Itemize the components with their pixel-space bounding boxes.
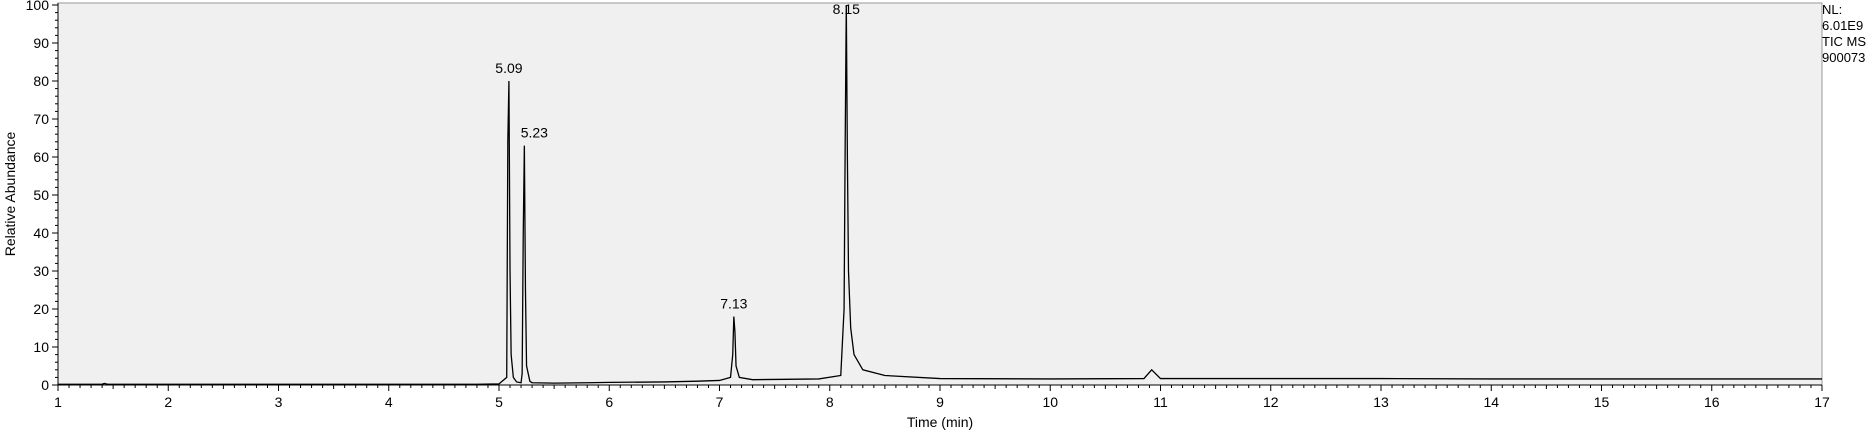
peak-label: 7.13 xyxy=(720,296,747,312)
x-tick-label: 4 xyxy=(385,394,393,410)
nl-value: 6.01E9 xyxy=(1822,18,1864,33)
x-tick-label: 5 xyxy=(495,394,503,410)
x-tick-label: 3 xyxy=(275,394,283,410)
x-tick-label: 8 xyxy=(826,394,834,410)
y-tick-label: 90 xyxy=(33,35,49,51)
peak-label: 5.23 xyxy=(521,125,548,141)
x-axis: 1 2 3 4 5 6 7 8 9 10 11 12 13 14 15 16 17 xyxy=(54,384,1830,410)
scan-filter-label: TIC MS xyxy=(1822,34,1867,49)
x-tick-label: 14 xyxy=(1483,394,1499,410)
nl-label: NL: xyxy=(1822,2,1843,17)
scan-info-panel: NL: 6.01E9 TIC MS 900073 xyxy=(1822,2,1866,66)
y-tick-label: 100 xyxy=(26,0,50,13)
peak-label: 8.15 xyxy=(833,1,860,17)
y-tick-label: 20 xyxy=(33,301,49,317)
x-tick-label: 15 xyxy=(1594,394,1610,410)
peak-labels: 5.09 5.23 7.13 8.15 xyxy=(495,1,860,312)
x-tick-label: 2 xyxy=(164,394,172,410)
y-tick-label: 30 xyxy=(33,263,49,279)
y-tick-label: 40 xyxy=(33,225,49,241)
x-tick-label: 17 xyxy=(1814,394,1830,410)
x-tick-label: 13 xyxy=(1373,394,1389,410)
x-axis-title: Time (min) xyxy=(907,414,973,430)
x-tick-label: 16 xyxy=(1704,394,1720,410)
x-tick-label: 9 xyxy=(936,394,944,410)
y-tick-label: 80 xyxy=(33,73,49,89)
y-axis-title: Relative Abundance xyxy=(2,132,18,257)
x-tick-label: 1 xyxy=(54,394,62,410)
x-tick-label: 12 xyxy=(1263,394,1279,410)
y-tick-label: 70 xyxy=(33,111,49,127)
y-tick-label: 0 xyxy=(41,377,49,393)
y-tick-label: 60 xyxy=(33,149,49,165)
y-axis: 0 10 20 30 40 50 60 70 80 90 100 xyxy=(26,0,59,393)
x-tick-label: 11 xyxy=(1153,394,1168,410)
y-tick-label: 50 xyxy=(33,187,49,203)
y-tick-label: 10 xyxy=(33,339,49,355)
tic-trace-line xyxy=(58,4,1822,385)
sample-id: 900073 xyxy=(1822,50,1866,65)
x-tick-label: 7 xyxy=(716,394,724,410)
x-tick-label: 10 xyxy=(1042,394,1058,410)
x-tick-label: 6 xyxy=(605,394,613,410)
peak-label: 5.09 xyxy=(495,60,522,76)
plot-area xyxy=(57,2,1823,386)
